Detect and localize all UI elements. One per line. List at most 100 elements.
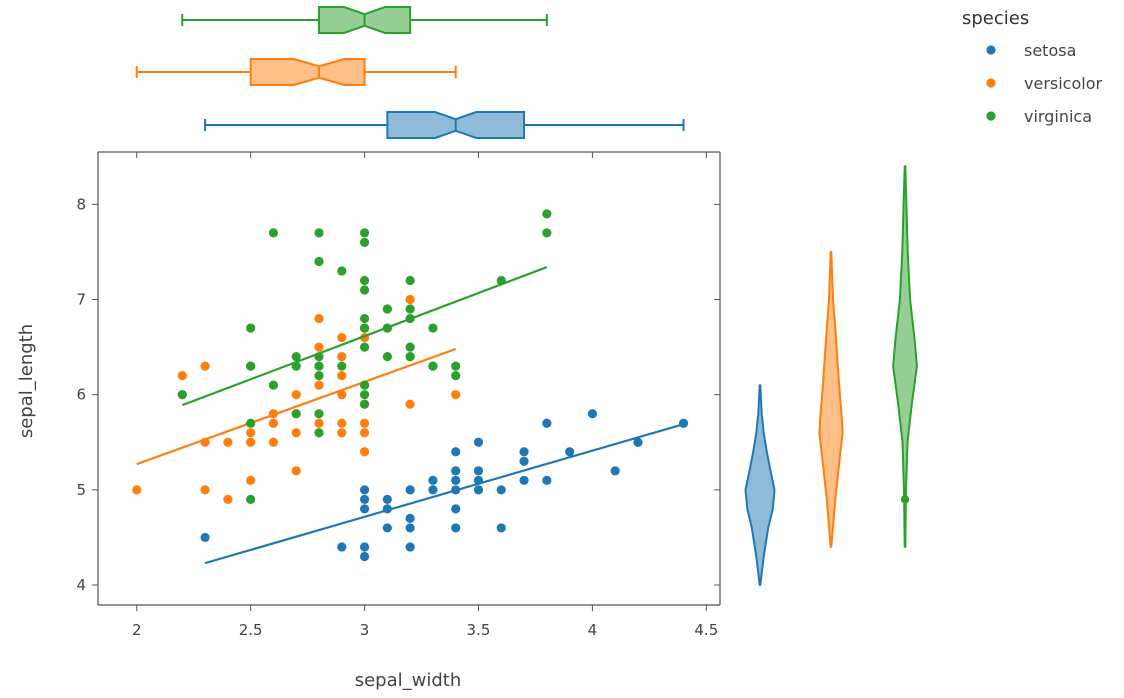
setosa-point [359, 551, 370, 562]
y-tick-label: 6 [76, 386, 86, 404]
virginica-point [405, 342, 415, 352]
setosa-point [359, 542, 370, 552]
setosa-point [405, 485, 415, 495]
setosa-point [359, 494, 370, 504]
virginica-point [246, 361, 256, 371]
versicolor-violin-body [818, 250, 844, 548]
setosa-box-plot [204, 111, 685, 139]
virginica-point [291, 409, 301, 419]
virginica-point [451, 371, 461, 381]
versicolor-series [132, 294, 461, 504]
setosa-point [382, 523, 392, 533]
setosa-point [451, 523, 461, 533]
virginica-point [268, 228, 279, 238]
setosa-point [542, 418, 552, 428]
versicolor-point [268, 437, 279, 447]
virginica-point [314, 371, 324, 381]
setosa-point [587, 409, 598, 419]
virginica-series [177, 209, 552, 504]
virginica-point [359, 237, 370, 248]
setosa-point [428, 485, 438, 495]
virginica-point [246, 323, 256, 333]
setosa-point [451, 447, 461, 457]
versicolor-point [268, 418, 279, 428]
legend-label-versicolor: versicolor [1024, 74, 1102, 93]
versicolor-box [249, 58, 366, 86]
setosa-point [519, 475, 529, 485]
virginica-point [359, 313, 370, 324]
virginica-point [359, 323, 370, 333]
versicolor-point [359, 447, 370, 457]
setosa-point [473, 466, 484, 476]
legend-marker-virginica [986, 111, 996, 121]
setosa-point [610, 466, 620, 476]
virginica-point [246, 494, 256, 504]
versicolor-point [405, 294, 415, 305]
virginica-point [359, 285, 370, 295]
setosa-point [542, 475, 552, 485]
virginica-point [359, 275, 370, 286]
versicolor-point [177, 371, 187, 381]
versicolor-point [337, 371, 347, 381]
versicolor-point [132, 485, 142, 495]
versicolor-point [337, 418, 347, 428]
versicolor-point [337, 428, 347, 438]
versicolor-point [337, 352, 347, 362]
x-tick-label: 2 [132, 621, 142, 639]
versicolor-point [359, 418, 370, 428]
setosa-point [200, 532, 210, 543]
setosa-point [565, 447, 575, 457]
virginica-point [246, 418, 256, 428]
x-axis-title: sepal_width [355, 670, 462, 691]
versicolor-point [314, 380, 324, 390]
legend: species setosa versicolor virginica [962, 8, 1102, 126]
virginica-point [314, 228, 324, 238]
versicolor-point [291, 390, 301, 400]
versicolor-point [200, 361, 210, 371]
versicolor-point [200, 485, 210, 495]
virginica-point [337, 361, 347, 371]
setosa-point [405, 523, 415, 533]
virginica-point [359, 380, 370, 390]
virginica-box-plot [181, 6, 548, 34]
virginica-point [428, 361, 438, 371]
versicolor-point [223, 437, 233, 447]
virginica-point [359, 399, 370, 409]
versicolor-point [246, 475, 256, 485]
virginica-point [268, 380, 279, 390]
virginica-point [382, 304, 392, 314]
setosa-point [359, 504, 370, 514]
setosa-point [678, 418, 689, 428]
versicolor-point [451, 390, 461, 400]
setosa-point [519, 447, 529, 457]
setosa-point [359, 485, 370, 495]
versicolor-point [291, 428, 301, 438]
x-tick-label: 2.5 [239, 621, 263, 639]
setosa-point [405, 542, 415, 552]
x-tick-label: 4 [588, 621, 598, 639]
setosa-point [451, 466, 461, 476]
setosa-point [382, 494, 392, 504]
setosa-point [473, 437, 484, 447]
virginica-point [291, 352, 301, 362]
setosa-series [200, 409, 689, 565]
y-tick-label: 4 [76, 576, 86, 594]
virginica-trendline [181, 266, 548, 407]
versicolor-point [291, 466, 301, 476]
setosa-point [405, 513, 415, 523]
setosa-violin-body [744, 384, 776, 587]
virginica-violin [892, 165, 918, 548]
virginica-point [405, 304, 415, 314]
virginica-point [405, 352, 415, 362]
x-tick-label: 4.5 [694, 621, 718, 639]
virginica-point [359, 390, 370, 400]
virginica-point [314, 256, 324, 267]
virginica-point [382, 352, 392, 362]
versicolor-point [314, 418, 324, 428]
versicolor-point [246, 428, 256, 438]
virginica-point [542, 228, 552, 238]
y-tick-label: 7 [76, 291, 86, 309]
x-tick-label: 3.5 [467, 621, 491, 639]
legend-title: species [962, 8, 1029, 29]
setosa-violin [744, 384, 776, 587]
